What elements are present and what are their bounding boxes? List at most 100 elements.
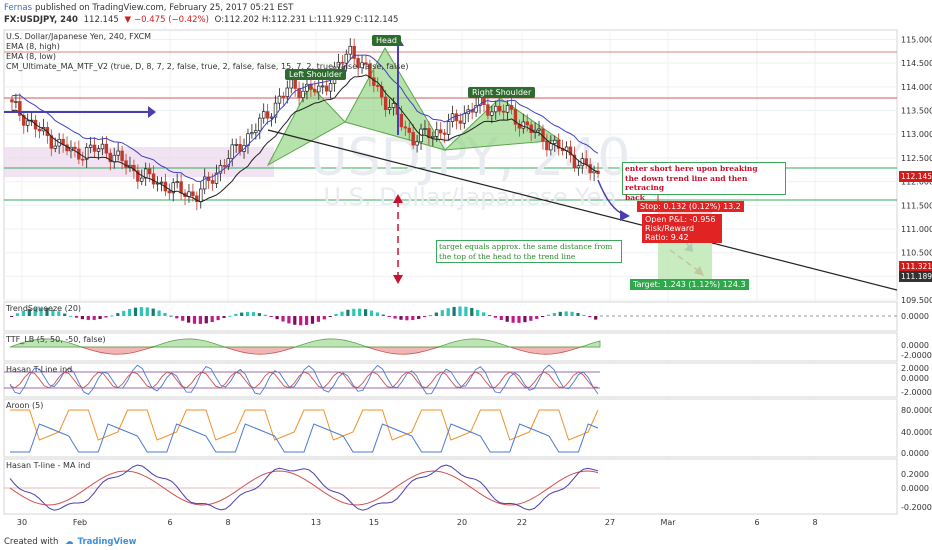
candle-body [438, 129, 443, 134]
time-axis[interactable]: 30 Feb 6 8 13 15 20 22 27 Mar 6 8 [17, 518, 818, 527]
indicator-label-trendsqueeze[interactable]: TrendSqueeze (20) [6, 304, 82, 313]
right-shoulder-label: Right Shoulder [468, 87, 536, 98]
candle-body [171, 182, 175, 194]
last-price-badge: 112.145 [899, 171, 932, 182]
candle-body [556, 139, 561, 149]
candle-body [572, 154, 577, 169]
squeeze-bar [98, 316, 102, 320]
squeeze-bar [328, 316, 332, 317]
squeeze-bar [116, 313, 120, 316]
indicator-label-aroon[interactable]: Aroon (5) [6, 401, 44, 410]
squeeze-bar [216, 316, 220, 321]
candle-body [537, 128, 541, 131]
trend-line[interactable] [267, 129, 898, 291]
squeeze-bar [104, 316, 108, 318]
squeeze-bar [228, 315, 232, 317]
ema-low-label[interactable]: EMA (8, low) [6, 52, 57, 61]
squeeze-bar [358, 308, 362, 316]
candle-body [328, 83, 333, 92]
squeeze-bar [464, 306, 468, 316]
squeeze-bar [387, 316, 391, 317]
candle-body [277, 95, 282, 104]
candle-body [399, 113, 404, 128]
candle-body [206, 176, 211, 181]
squeeze-bar [340, 311, 344, 316]
candle-body [124, 160, 128, 168]
candle-body [474, 105, 478, 113]
down-triangle-icon: ▼ [124, 15, 132, 25]
indicator-label-ttf[interactable]: TTF_LB (5, 50, -50, false) [6, 335, 106, 344]
squeeze-bar [535, 316, 539, 319]
pane-tline-ma[interactable] [3, 458, 898, 515]
candle-body [167, 190, 172, 194]
squeeze-bar [558, 311, 562, 316]
squeeze-bar [428, 314, 433, 316]
squeeze-bar [122, 310, 126, 316]
squeeze-bar [92, 316, 96, 320]
pane-aroon[interactable] [3, 398, 898, 458]
author-link[interactable]: Fernas [4, 3, 33, 13]
mtf-label[interactable]: CM_Ultimate_MA_MTF_V2 (true, D, 8, 7, 2,… [6, 62, 409, 71]
squeeze-bar [423, 316, 427, 318]
pane-trendsqueeze[interactable] [3, 301, 898, 332]
indicator-label-tline-ma[interactable]: Hasan T-line - MA ind [6, 461, 91, 470]
squeeze-bar [452, 306, 456, 316]
indicator-tick-label: 40.0000 [901, 428, 932, 437]
candle-body [261, 111, 266, 119]
time-tick-label: 27 [605, 518, 615, 527]
squeeze-bar [222, 316, 226, 318]
ema-high-label[interactable]: EMA (8, high) [6, 42, 60, 51]
candle-body [509, 105, 514, 110]
candle-body [269, 116, 274, 119]
squeeze-bar [417, 316, 421, 319]
squeeze-bar [257, 313, 261, 316]
squeeze-bar [246, 311, 250, 316]
candle-body [446, 121, 451, 135]
aroon-up-line [10, 409, 599, 441]
candle-body [10, 99, 14, 103]
candle-body [179, 181, 183, 194]
squeeze-bar [21, 310, 25, 316]
candle-body [549, 143, 553, 151]
candle-body [324, 85, 329, 92]
candle-body [317, 85, 321, 93]
price-tick-label: 109.500 [901, 296, 932, 305]
price-tick-label: 111.000 [901, 225, 932, 234]
squeeze-bar [352, 308, 356, 316]
candle-body [116, 150, 120, 156]
candle-body [431, 135, 435, 139]
head-label: Head [372, 35, 401, 46]
squeeze-bar [594, 316, 598, 320]
squeeze-bar [316, 316, 320, 322]
squeeze-bar [470, 307, 474, 316]
ema-low-line [11, 74, 599, 203]
candle-body [147, 168, 152, 175]
indicator-label-tline[interactable]: Hasan T-Line ind [6, 365, 73, 374]
squeeze-bar [287, 316, 291, 324]
squeeze-bar [305, 316, 309, 325]
price-tick-label: 112.500 [901, 154, 932, 163]
left-shoulder-label: Left Shoulder [285, 69, 347, 80]
candle-body [199, 188, 203, 203]
candle-body [214, 172, 219, 184]
candle-body [513, 109, 518, 125]
candle-body [25, 120, 30, 126]
price-tick-label: 114.000 [901, 83, 932, 92]
candle-body [191, 191, 195, 197]
squeeze-bar [546, 314, 551, 316]
squeeze-bar [192, 316, 197, 324]
squeeze-bar [187, 316, 191, 323]
indicator-tick-label: 0.0000 [901, 484, 929, 493]
stop-price-badge: 111.321 [899, 261, 932, 272]
candle-body [505, 105, 510, 113]
candle-body [258, 117, 262, 132]
candle-body [340, 61, 345, 64]
series-title[interactable]: U.S. Dollar/Japanese Yen, 240, FXCM [6, 32, 152, 41]
candle-body [159, 181, 164, 184]
symbol-label[interactable]: FX:USDJPY, 240 [4, 15, 78, 25]
squeeze-bar [175, 316, 179, 319]
candle-body [387, 107, 392, 110]
tradingview-logo[interactable]: TradingView [77, 537, 137, 547]
squeeze-bar [570, 311, 574, 316]
